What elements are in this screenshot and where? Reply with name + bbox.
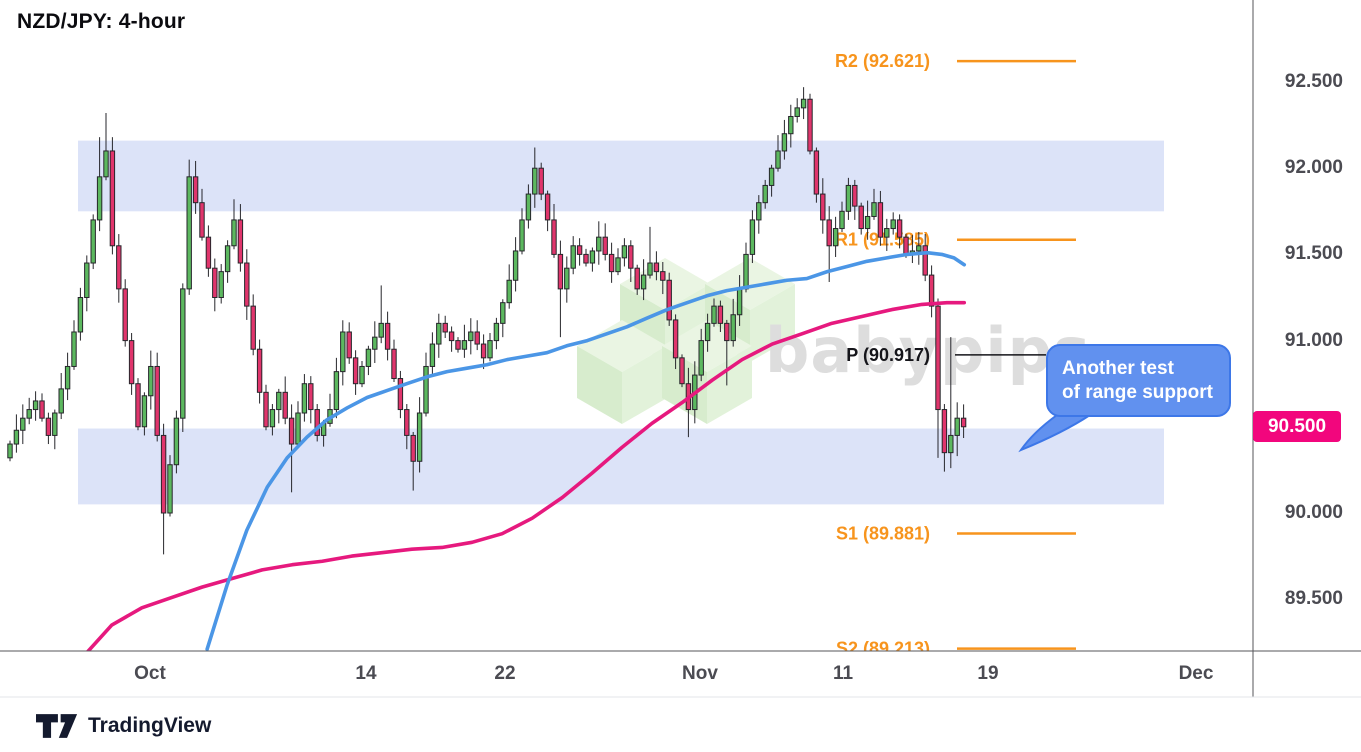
tradingview-glyph-icon bbox=[36, 714, 78, 738]
pivot-label: R2 (92.621) bbox=[835, 51, 930, 71]
resistance-zone bbox=[78, 140, 1164, 212]
ma-slow-line bbox=[85, 300, 967, 651]
price-axis[interactable]: 92.500 92.000 91.500 91.000 90.000 89.500 bbox=[1253, 0, 1361, 697]
pivot-label: S2 (89.213) bbox=[836, 639, 930, 659]
watermark: babypips bbox=[577, 258, 1090, 424]
time-tick-label: 19 bbox=[977, 663, 999, 684]
callout-tail bbox=[1018, 414, 1094, 453]
pivot-label: P (90.917) bbox=[846, 345, 930, 365]
price-tick-label: 89.500 bbox=[1284, 588, 1343, 610]
price-tick-label: 90.000 bbox=[1284, 502, 1343, 523]
candlestick-series bbox=[7, 87, 967, 555]
time-axis[interactable]: Oct 14 22 Nov 11 19 Dec bbox=[0, 651, 1361, 697]
time-tick-label: Dec bbox=[1178, 663, 1214, 684]
ma-fast-line bbox=[205, 250, 967, 651]
price-tick-label: 92.000 bbox=[1284, 157, 1343, 179]
tradingview-wordmark: TradingView bbox=[88, 714, 212, 737]
time-tick-label: 11 bbox=[832, 663, 854, 684]
support-zone bbox=[78, 428, 1164, 505]
current-price-badge: 90.500 bbox=[1253, 411, 1341, 443]
time-tick-label: 22 bbox=[494, 663, 516, 684]
price-tick-label: 92.500 bbox=[1284, 71, 1343, 92]
callout-line2: of range support bbox=[1062, 382, 1213, 403]
callout-annotation[interactable]: Another test of range support bbox=[1046, 344, 1231, 417]
time-tick-label: 14 bbox=[355, 663, 377, 684]
time-tick-label: Oct bbox=[134, 663, 166, 684]
chart-title: NZD/JPY: 4-hour bbox=[17, 10, 186, 33]
pivot-label: S1 (89.881) bbox=[836, 524, 930, 544]
callout-line1: Another test bbox=[1062, 358, 1174, 379]
price-tick-label: 91.000 bbox=[1284, 329, 1343, 351]
price-tick-label: 91.500 bbox=[1284, 243, 1343, 265]
time-tick-label: Nov bbox=[682, 663, 718, 684]
tradingview-logo[interactable]: TradingView bbox=[36, 706, 211, 746]
